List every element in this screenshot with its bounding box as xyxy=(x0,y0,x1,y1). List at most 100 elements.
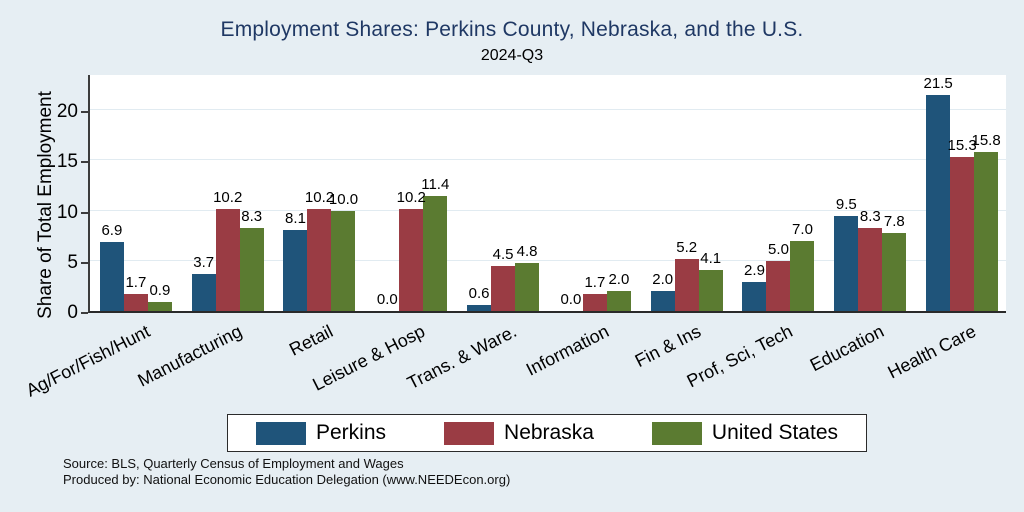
bar-fill xyxy=(766,260,791,311)
bar-fill xyxy=(239,227,264,311)
bar-value-label: 10.2 xyxy=(396,188,426,206)
x-category-label: Health Care xyxy=(884,321,980,383)
bar-value-label: 8.3 xyxy=(859,207,881,225)
bar-value-label: 21.5 xyxy=(923,74,953,92)
bar-nebraska: 8.3 xyxy=(858,75,883,311)
bar-value-label: 8.3 xyxy=(241,207,263,225)
y-tick-label: 20 xyxy=(56,101,78,122)
bar-nebraska: 10.2 xyxy=(213,75,243,311)
bar-nebraska: 15.3 xyxy=(947,75,977,311)
bar-value-label: 0.9 xyxy=(149,281,171,299)
bar-value-label: 0.6 xyxy=(468,284,490,302)
bar-fill xyxy=(399,208,424,311)
bar-group: 0.6 4.5 4.8 xyxy=(457,75,549,311)
bar-value-label: 7.8 xyxy=(883,212,905,230)
bar-value-label: 6.9 xyxy=(101,221,123,239)
gridline xyxy=(90,159,1006,161)
bar-united-states: 11.4 xyxy=(421,75,449,311)
bar-value-label: 1.7 xyxy=(125,273,147,291)
bar-value-label: 10.2 xyxy=(213,188,243,206)
bar-fill xyxy=(926,94,951,311)
bar-united-states: 0.9 xyxy=(147,75,172,311)
legend-swatch xyxy=(651,421,702,445)
bar-perkins: 0.6 xyxy=(467,75,492,311)
y-tick-label: 5 xyxy=(67,251,78,273)
bar-united-states: 7.0 xyxy=(790,75,815,311)
bar-value-label: 4.1 xyxy=(700,249,722,267)
source-note: Source: BLS, Quarterly Census of Employm… xyxy=(63,456,510,488)
bar-value-label: 8.1 xyxy=(285,209,306,227)
y-tick-label: 10 xyxy=(56,201,78,223)
bar-fill xyxy=(882,232,907,311)
bar-perkins: 6.9 xyxy=(99,75,124,311)
bar-fill xyxy=(283,229,308,311)
bar-perkins: 0.0 xyxy=(375,75,399,311)
gridline xyxy=(90,259,1006,261)
bar-value-label: 4.5 xyxy=(492,245,514,263)
bar-value-label: 5.0 xyxy=(768,240,789,258)
bar-fill xyxy=(515,262,540,311)
legend-item-perkins: Perkins xyxy=(256,421,386,445)
bar-perkins: 0.0 xyxy=(559,75,583,311)
y-tick-mark xyxy=(81,211,88,214)
bar-group: 3.7 10.2 8.3 xyxy=(182,75,274,311)
chart-subtitle: 2024-Q3 xyxy=(480,47,544,64)
bar-group: 6.9 1.7 0.9 xyxy=(90,75,182,311)
bar-value-label: 9.5 xyxy=(835,195,857,213)
bar-fill xyxy=(674,258,699,311)
x-category-label: Retail xyxy=(286,321,337,360)
bar-fill xyxy=(123,293,148,311)
bar-fill xyxy=(650,290,675,311)
x-category-label: Information xyxy=(522,321,612,380)
bar-fill xyxy=(790,240,815,311)
bar-fill xyxy=(950,157,975,311)
legend-label: United States xyxy=(711,421,838,444)
source-line: Source: BLS, Quarterly Census of Employm… xyxy=(63,456,404,471)
gridline xyxy=(90,109,1006,110)
bar-united-states: 8.3 xyxy=(239,75,264,311)
bar-value-label: 2.0 xyxy=(608,270,630,288)
legend-label: Nebraska xyxy=(504,421,594,444)
bar-united-states: 4.1 xyxy=(698,75,723,311)
bar-group: 2.0 5.2 4.1 xyxy=(641,75,733,311)
y-tick-mark xyxy=(81,161,88,164)
chart-title: Employment Shares: Perkins County, Nebra… xyxy=(220,18,804,41)
bar-nebraska: 4.5 xyxy=(491,75,516,311)
bar-value-label: 15.8 xyxy=(971,132,1001,150)
bar-value-label: 10.0 xyxy=(328,190,359,208)
gridline xyxy=(90,209,1006,211)
bar-value-label: 7.0 xyxy=(792,220,813,238)
bar-fill xyxy=(423,196,448,311)
bar-group: 21.5 15.3 15.8 xyxy=(916,75,1008,311)
y-tick-mark xyxy=(81,111,88,113)
bar-perkins: 8.1 xyxy=(283,75,308,311)
bar-nebraska: 5.2 xyxy=(674,75,699,311)
x-category-label: Manufacturing xyxy=(134,321,245,391)
plot-area: 6.9 1.7 0.9 3.7 10.2 8.3 8.1 10.2 10.0 0.0 10.2 11.… xyxy=(88,75,1006,313)
bar-nebraska: 5.0 xyxy=(766,75,791,311)
bar-fill xyxy=(834,215,859,311)
bar-fill xyxy=(858,227,883,311)
bar-nebraska: 10.2 xyxy=(396,75,426,311)
y-tick-mark xyxy=(81,312,88,314)
produced-by-line: Produced by: National Economic Education… xyxy=(63,472,511,487)
bar-group: 0.0 1.7 2.0 xyxy=(549,75,641,311)
bar-perkins: 21.5 xyxy=(923,74,953,311)
bar-value-label: 0.0 xyxy=(376,291,398,308)
bar-fill xyxy=(606,290,631,311)
bar-fill xyxy=(974,152,999,311)
y-tick-label: 0 xyxy=(67,302,78,323)
bar-fill xyxy=(191,273,216,311)
bar-group: 8.1 10.2 10.0 xyxy=(274,75,366,311)
y-tick-label: 15 xyxy=(56,151,78,173)
bar-nebraska: 1.7 xyxy=(123,75,148,311)
bar-fill xyxy=(215,208,240,311)
bar-perkins: 3.7 xyxy=(191,75,216,311)
bar-united-states: 10.0 xyxy=(328,75,359,311)
bar-group: 0.0 10.2 11.4 xyxy=(365,75,457,311)
bar-perkins: 9.5 xyxy=(834,75,859,311)
legend-item-nebraska: Nebraska xyxy=(444,421,594,445)
x-category-label: Education xyxy=(806,321,888,376)
bar-united-states: 7.8 xyxy=(882,75,907,311)
